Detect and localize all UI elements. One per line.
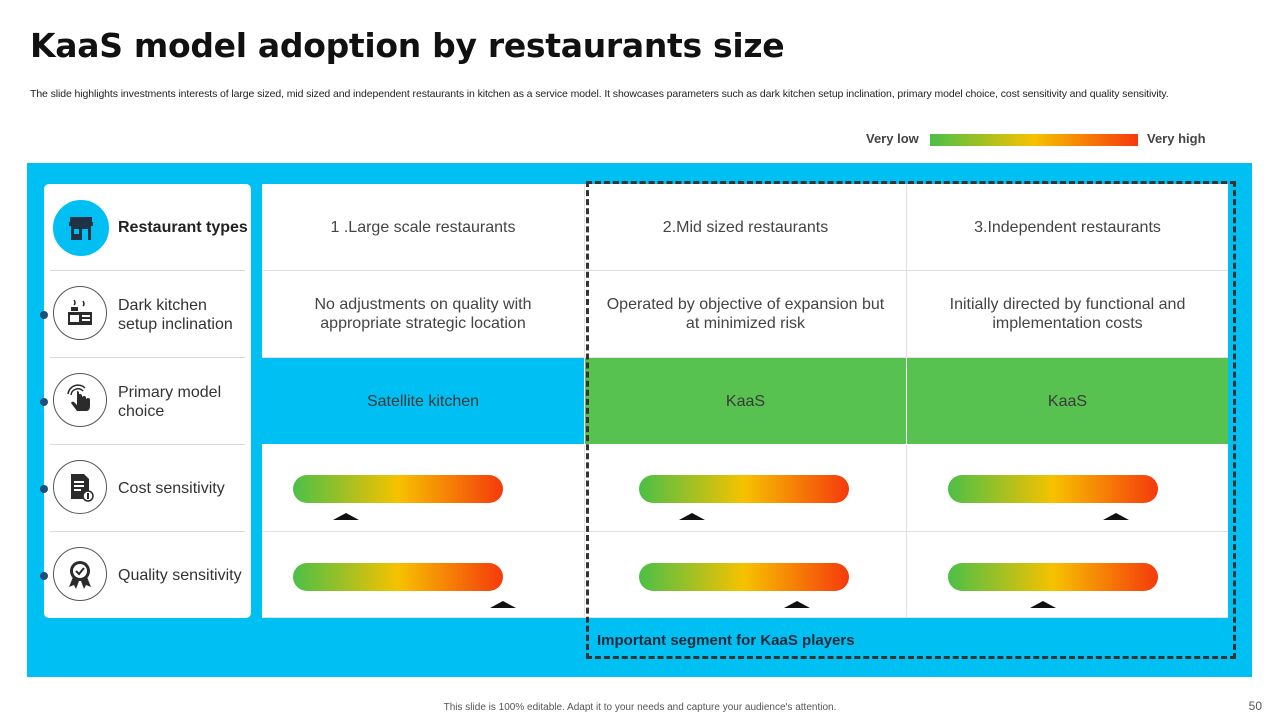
row-label-text: Quality sensitivity [118,567,242,584]
segment-note: Important segment for KaaS players [597,632,855,649]
quality-sensitivity-cell [585,532,907,618]
footer-note: This slide is 100% editable. Adapt it to… [443,702,837,713]
row-label-text: Cost sensitivity [118,480,225,497]
inclination-cell: No adjustments on quality with appropria… [262,271,585,358]
legend-low-label: Very low [866,131,919,146]
row-divider [50,270,245,271]
cost-gauge-bar [293,475,503,503]
bullet-dot [40,572,48,580]
cost-sensitivity-cell [585,445,907,532]
hand-pointer-icon [53,373,107,427]
slide-subtitle: The slide highlights investments interes… [30,88,1169,100]
row-label-text: Primary model choice [118,383,222,420]
column-header: 2.Mid sized restaurants [585,184,907,271]
row-label-quality-sensitivity: Quality sensitivity [40,532,251,619]
cost-level-marker [332,513,359,520]
quality-sensitivity-cell [907,532,1228,618]
row-label-dark-kitchen: Dark kitchen setup inclination [40,271,251,358]
row-label-cost-sensitivity: Cost sensitivity [40,445,251,532]
quality-sensitivity-cell [262,532,585,618]
cost-sensitivity-cell [907,445,1228,532]
inclination-cell: Operated by objective of expansion but a… [585,271,907,358]
quality-badge-icon [53,547,107,601]
row-label-text: Dark kitchen setup inclination [118,296,233,333]
row-divider [50,531,245,532]
row-label-restaurant-types: Restaurant types [44,184,251,271]
model-choice-cell: KaaS [585,358,907,445]
cost-gauge-bar [639,475,849,503]
cost-sensitivity-cell [262,445,585,532]
bullet-dot [40,311,48,319]
cost-level-marker [1103,513,1129,520]
column-header: 3.Independent restaurants [907,184,1228,271]
row-label-model-choice: Primary model choice [40,358,251,445]
page-number: 50 [1248,699,1262,713]
kitchen-icon [53,286,107,340]
comparison-grid: 1 .Large scale restaurants No adjustment… [262,184,1228,618]
quality-gauge-bar [293,563,503,591]
quality-gauge-bar [639,563,849,591]
model-choice-cell: KaaS [907,358,1228,445]
cost-level-marker [678,513,705,520]
quality-gauge-bar [948,563,1158,591]
column-header: 1 .Large scale restaurants [262,184,585,271]
store-icon [53,200,109,256]
row-divider [50,444,245,445]
legend-gradient-bar [930,134,1138,146]
quality-level-marker [783,601,810,608]
inclination-cell: Initially directed by functional and imp… [907,271,1228,358]
bullet-dot [40,398,48,406]
bullet-dot [40,485,48,493]
cost-document-icon [53,460,107,514]
legend-high-label: Very high [1147,131,1206,146]
row-divider [50,357,245,358]
row-labels-card: Restaurant types Dark kitchen setup incl… [40,184,251,619]
quality-level-marker [1029,601,1056,608]
quality-level-marker [490,601,516,608]
row-label-text: Restaurant types [118,219,248,236]
slide-title: KaaS model adoption by restaurants size [30,26,785,65]
model-choice-cell: Satellite kitchen [262,358,585,445]
cost-gauge-bar [948,475,1158,503]
